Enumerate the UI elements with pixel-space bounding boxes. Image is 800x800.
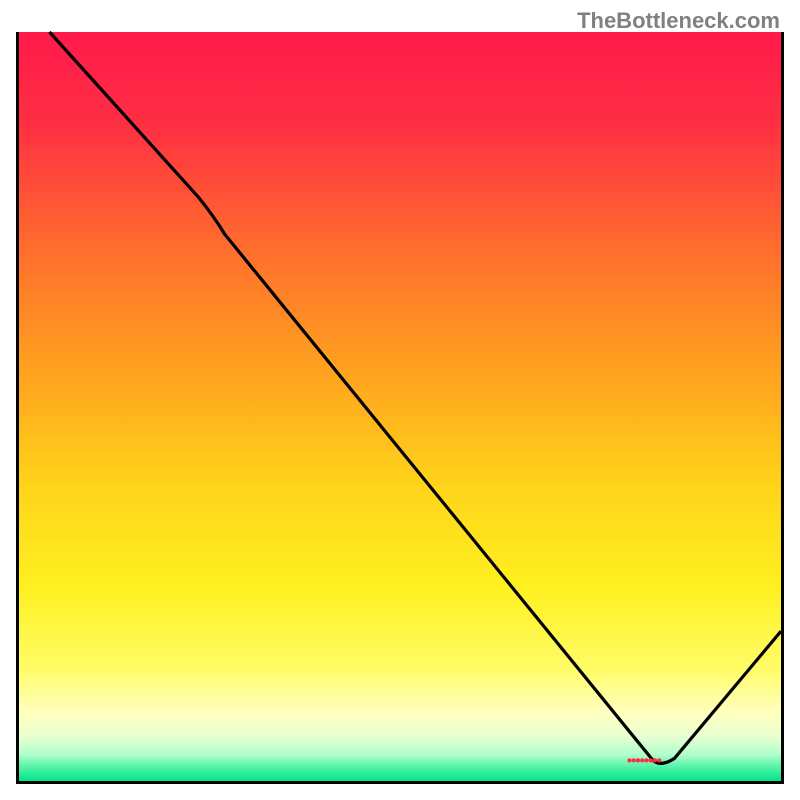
curve-path — [49, 32, 781, 763]
curve-svg — [19, 32, 781, 781]
watermark-text: TheBottleneck.com — [577, 8, 780, 34]
plot-area: •••••••• — [16, 32, 784, 784]
marker-dots: •••••••• — [627, 752, 661, 769]
chart-container: TheBottleneck.com •••••••• — [0, 0, 800, 800]
